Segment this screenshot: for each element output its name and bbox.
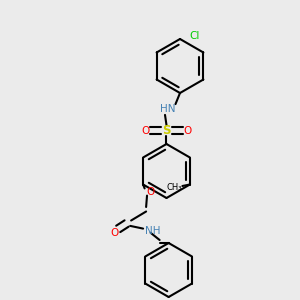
Text: O: O xyxy=(110,227,119,238)
Text: CH₃: CH₃ xyxy=(167,183,182,192)
Text: Cl: Cl xyxy=(189,31,200,41)
Text: O: O xyxy=(183,125,192,136)
Text: NH: NH xyxy=(145,226,160,236)
Text: S: S xyxy=(162,124,171,137)
Text: O: O xyxy=(146,187,154,197)
Text: O: O xyxy=(141,125,150,136)
Text: HN: HN xyxy=(160,104,176,115)
